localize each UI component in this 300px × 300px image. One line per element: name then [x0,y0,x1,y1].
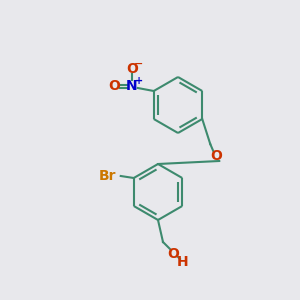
Text: O: O [126,62,138,76]
Text: N: N [126,79,138,93]
Text: H: H [177,255,189,269]
Text: Br: Br [99,169,116,183]
Text: O: O [210,149,222,163]
Text: O: O [167,247,179,261]
Text: −: − [134,59,143,69]
Text: O: O [108,79,120,93]
Text: +: + [135,76,143,86]
